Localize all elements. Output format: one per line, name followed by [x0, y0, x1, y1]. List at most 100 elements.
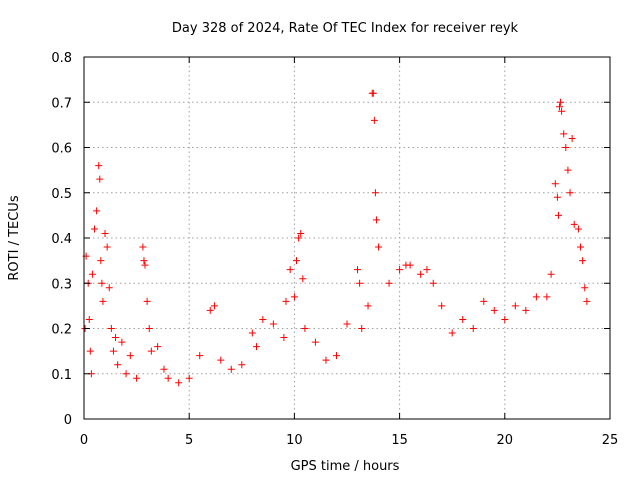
data-point	[501, 315, 509, 323]
x-tick-label: 5	[185, 433, 193, 448]
data-point	[297, 229, 305, 237]
data-point	[95, 162, 103, 170]
y-tick-label: 0.3	[51, 277, 72, 292]
y-tick-label: 0	[64, 413, 72, 428]
data-point	[295, 234, 303, 242]
data-point	[459, 315, 467, 323]
data-point	[532, 293, 540, 301]
data-point	[560, 130, 568, 138]
x-tick-label: 10	[286, 433, 303, 448]
data-point	[280, 334, 288, 342]
data-point	[91, 225, 99, 233]
data-point	[196, 352, 204, 360]
data-point	[558, 107, 566, 115]
data-point	[269, 320, 277, 328]
data-point	[311, 338, 319, 346]
y-axis-title: ROTI / TECUs	[7, 195, 22, 280]
data-point	[332, 352, 340, 360]
data-point	[238, 361, 246, 369]
data-point	[133, 374, 141, 382]
data-point	[564, 166, 572, 174]
data-point	[396, 266, 404, 274]
data-point	[579, 257, 587, 265]
y-tick-label: 0.6	[51, 142, 72, 157]
data-point	[299, 275, 307, 283]
x-axis-ticks: 0 5 10 15 20 25	[80, 57, 618, 448]
data-point	[101, 229, 109, 237]
data-point	[423, 266, 431, 274]
data-point	[553, 193, 561, 201]
data-point	[88, 270, 96, 278]
data-point	[118, 338, 126, 346]
data-point	[557, 98, 565, 106]
x-tick-label: 15	[391, 433, 408, 448]
data-point	[126, 352, 134, 360]
data-point	[99, 297, 107, 305]
data-point	[574, 225, 582, 233]
data-point	[85, 315, 93, 323]
y-tick-label: 0.1	[51, 368, 72, 383]
data-point	[112, 334, 120, 342]
data-point	[551, 180, 559, 188]
data-point	[385, 279, 393, 287]
data-point	[139, 243, 147, 251]
data-point	[568, 134, 576, 142]
data-point	[547, 270, 555, 278]
data-point	[562, 144, 570, 151]
data-point	[290, 293, 298, 301]
data-point	[227, 365, 235, 373]
data-point	[175, 379, 183, 387]
data-point	[581, 284, 589, 292]
data-point	[343, 320, 351, 328]
data-point	[86, 347, 94, 355]
data-point	[406, 261, 414, 269]
data-point	[248, 329, 256, 337]
data-point	[577, 243, 585, 251]
data-point	[480, 297, 488, 305]
data-point	[97, 257, 105, 265]
data-point	[109, 347, 117, 355]
data-point	[364, 302, 372, 310]
data-point	[522, 306, 530, 314]
data-point	[358, 325, 366, 332]
y-tick-label: 0.4	[51, 232, 72, 247]
data-point	[114, 361, 122, 369]
data-point	[105, 284, 113, 292]
data-point	[372, 216, 380, 224]
data-point	[147, 347, 155, 355]
data-point	[107, 325, 115, 332]
x-tick-label: 20	[497, 433, 514, 448]
data-point	[210, 302, 218, 310]
data-point	[511, 302, 519, 310]
data-point	[93, 207, 101, 215]
data-point	[286, 266, 294, 274]
data-point	[160, 365, 168, 373]
x-axis-title: GPS time / hours	[291, 459, 400, 474]
chart-title: Day 328 of 2024, Rate Of TEC Index for r…	[172, 21, 519, 36]
data-point	[143, 297, 151, 305]
plot-frame	[83, 56, 611, 420]
y-axis-ticks: 0 0.1 0.2 0.3 0.4 0.5 0.6 0.7 0.8	[51, 51, 610, 428]
data-point	[554, 211, 562, 219]
data-point	[417, 270, 425, 278]
y-tick-label: 0.5	[51, 187, 72, 202]
data-point	[217, 356, 225, 364]
data-point	[356, 279, 364, 287]
data-point	[145, 325, 153, 332]
data-point	[253, 343, 261, 351]
x-tick-label: 25	[602, 433, 619, 448]
data-point	[96, 175, 104, 183]
data-point	[369, 89, 377, 97]
data-point	[259, 315, 267, 323]
data-point	[103, 243, 111, 251]
data-point	[448, 329, 456, 337]
data-point	[98, 279, 106, 287]
data-point	[490, 306, 498, 314]
y-tick-label: 0.7	[51, 96, 72, 111]
data-point	[469, 325, 477, 332]
data-point	[354, 266, 362, 274]
data-point	[322, 356, 330, 364]
data-point	[543, 293, 551, 301]
y-tick-label: 0.8	[51, 51, 72, 66]
